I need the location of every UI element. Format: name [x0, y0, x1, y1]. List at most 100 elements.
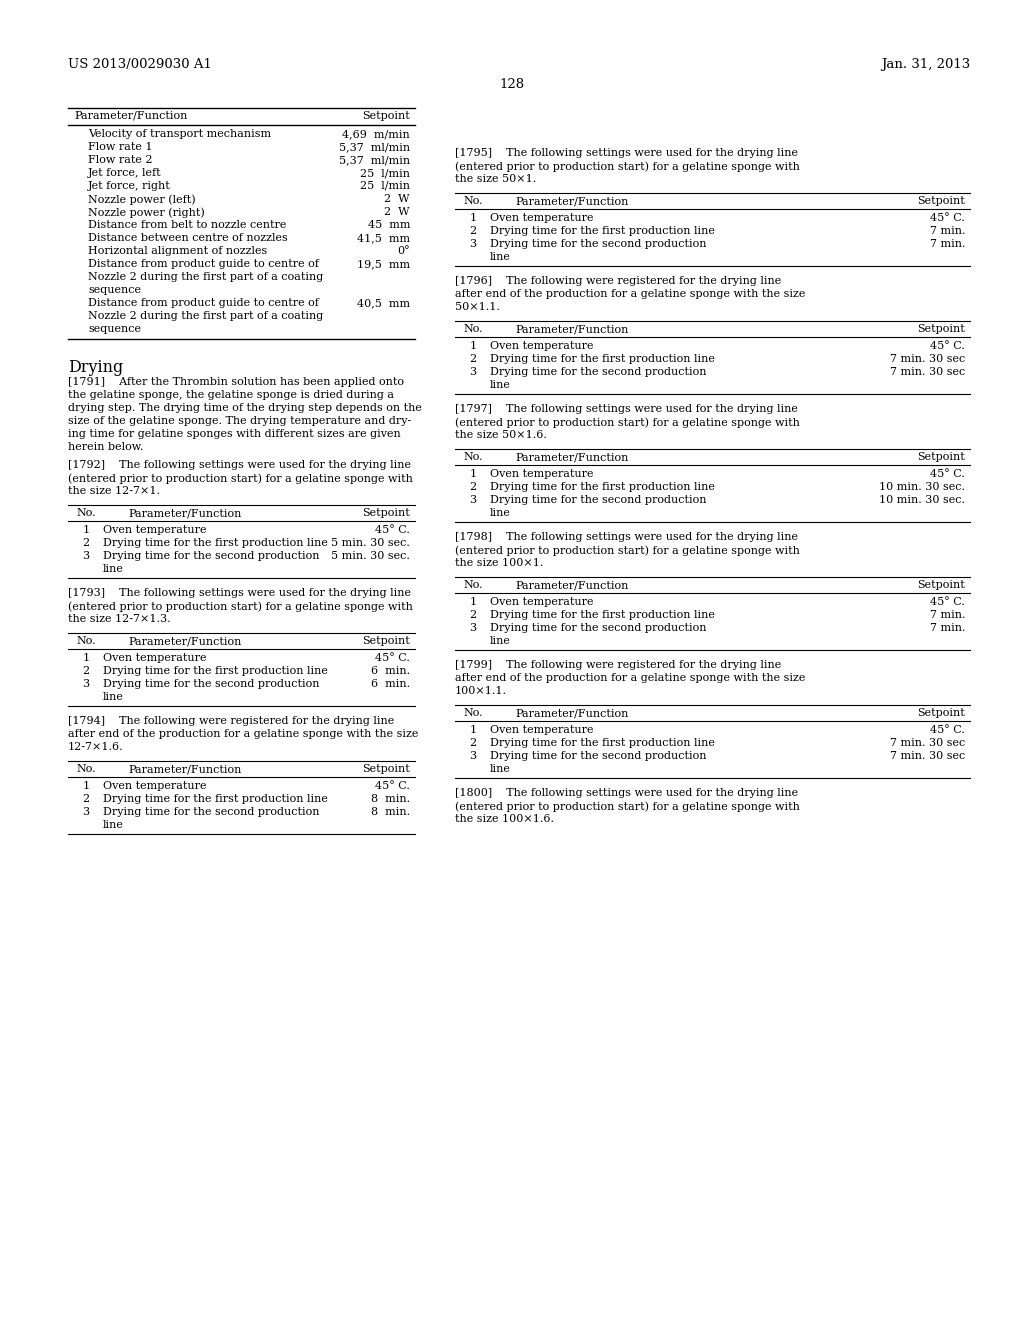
Text: 50×1.1.: 50×1.1. [455, 302, 500, 312]
Text: Nozzle power (left): Nozzle power (left) [88, 194, 196, 205]
Text: Setpoint: Setpoint [362, 636, 410, 645]
Text: line: line [490, 252, 511, 261]
Text: line: line [490, 380, 511, 389]
Text: Drying time for the second production: Drying time for the second production [490, 623, 707, 634]
Text: 3: 3 [83, 550, 89, 561]
Text: Drying time for the second production: Drying time for the second production [103, 550, 319, 561]
Text: 2: 2 [469, 610, 476, 620]
Text: 45° C.: 45° C. [930, 725, 965, 735]
Text: (entered prior to production start) for a gelatine sponge with: (entered prior to production start) for … [455, 545, 800, 556]
Text: Distance from product guide to centre of: Distance from product guide to centre of [88, 259, 318, 269]
Text: 2: 2 [83, 795, 89, 804]
Text: 6  min.: 6 min. [371, 667, 410, 676]
Text: 8  min.: 8 min. [371, 807, 410, 817]
Text: Nozzle 2 during the first part of a coating: Nozzle 2 during the first part of a coat… [88, 312, 324, 321]
Text: the size 12-7×1.: the size 12-7×1. [68, 486, 160, 496]
Text: 45° C.: 45° C. [930, 469, 965, 479]
Text: 3: 3 [469, 623, 476, 634]
Text: Jet force, left: Jet force, left [88, 168, 162, 178]
Text: Parameter/Function: Parameter/Function [128, 636, 242, 645]
Text: 7 min.: 7 min. [930, 610, 965, 620]
Text: Parameter/Function: Parameter/Function [128, 764, 242, 774]
Text: 19,5  mm: 19,5 mm [357, 259, 410, 269]
Text: Distance from product guide to centre of: Distance from product guide to centre of [88, 298, 318, 308]
Text: 2: 2 [83, 667, 89, 676]
Text: Setpoint: Setpoint [918, 195, 965, 206]
Text: No.: No. [76, 636, 96, 645]
Text: 0°: 0° [397, 246, 410, 256]
Text: 40,5  mm: 40,5 mm [357, 298, 410, 308]
Text: [1798]    The following settings were used for the drying line: [1798] The following settings were used … [455, 532, 798, 543]
Text: Parameter/Function: Parameter/Function [515, 323, 629, 334]
Text: (entered prior to production start) for a gelatine sponge with: (entered prior to production start) for … [455, 161, 800, 172]
Text: 12-7×1.6.: 12-7×1.6. [68, 742, 124, 752]
Text: Oven temperature: Oven temperature [490, 597, 594, 607]
Text: Oven temperature: Oven temperature [490, 213, 594, 223]
Text: 100×1.1.: 100×1.1. [455, 686, 507, 696]
Text: 3: 3 [83, 678, 89, 689]
Text: line: line [103, 820, 124, 830]
Text: Oven temperature: Oven temperature [490, 469, 594, 479]
Text: Oven temperature: Oven temperature [103, 781, 207, 791]
Text: the gelatine sponge, the gelatine sponge is dried during a: the gelatine sponge, the gelatine sponge… [68, 389, 394, 400]
Text: 5 min. 30 sec.: 5 min. 30 sec. [331, 550, 410, 561]
Text: (entered prior to production start) for a gelatine sponge with: (entered prior to production start) for … [68, 473, 413, 483]
Text: Drying time for the second production: Drying time for the second production [490, 751, 707, 762]
Text: after end of the production for a gelatine sponge with the size: after end of the production for a gelati… [455, 673, 805, 682]
Text: 1: 1 [469, 725, 476, 735]
Text: Drying time for the second production: Drying time for the second production [490, 495, 707, 506]
Text: line: line [103, 692, 124, 702]
Text: 3: 3 [469, 367, 476, 378]
Text: 5,37  ml/min: 5,37 ml/min [339, 154, 410, 165]
Text: Parameter/Function: Parameter/Function [515, 708, 629, 718]
Text: Nozzle power (right): Nozzle power (right) [88, 207, 205, 218]
Text: Jet force, right: Jet force, right [88, 181, 171, 191]
Text: 1: 1 [83, 781, 89, 791]
Text: line: line [490, 764, 511, 774]
Text: [1795]    The following settings were used for the drying line: [1795] The following settings were used … [455, 148, 798, 158]
Text: 5 min. 30 sec.: 5 min. 30 sec. [331, 539, 410, 548]
Text: 7 min. 30 sec: 7 min. 30 sec [890, 751, 965, 762]
Text: sequence: sequence [88, 285, 141, 294]
Text: Setpoint: Setpoint [918, 579, 965, 590]
Text: 2: 2 [469, 482, 476, 492]
Text: Flow rate 2: Flow rate 2 [88, 154, 153, 165]
Text: Drying time for the first production line: Drying time for the first production lin… [490, 610, 715, 620]
Text: the size 12-7×1.3.: the size 12-7×1.3. [68, 614, 171, 624]
Text: 45  mm: 45 mm [368, 220, 410, 230]
Text: 2: 2 [469, 226, 476, 236]
Text: the size 100×1.6.: the size 100×1.6. [455, 814, 554, 824]
Text: Drying time for the first production line: Drying time for the first production lin… [490, 482, 715, 492]
Text: 7 min.: 7 min. [930, 226, 965, 236]
Text: after end of the production for a gelatine sponge with the size: after end of the production for a gelati… [68, 729, 419, 739]
Text: 45° C.: 45° C. [930, 341, 965, 351]
Text: Setpoint: Setpoint [918, 323, 965, 334]
Text: Oven temperature: Oven temperature [103, 653, 207, 663]
Text: Setpoint: Setpoint [918, 708, 965, 718]
Text: [1794]    The following were registered for the drying line: [1794] The following were registered for… [68, 715, 394, 726]
Text: No.: No. [463, 579, 482, 590]
Text: 45° C.: 45° C. [930, 597, 965, 607]
Text: No.: No. [463, 323, 482, 334]
Text: Parameter/Function: Parameter/Function [515, 579, 629, 590]
Text: 1: 1 [469, 213, 476, 223]
Text: Flow rate 1: Flow rate 1 [88, 143, 153, 152]
Text: line: line [490, 508, 511, 517]
Text: 7 min. 30 sec: 7 min. 30 sec [890, 367, 965, 378]
Text: size of the gelatine sponge. The drying temperature and dry-: size of the gelatine sponge. The drying … [68, 416, 412, 426]
Text: 3: 3 [469, 495, 476, 506]
Text: Distance from belt to nozzle centre: Distance from belt to nozzle centre [88, 220, 287, 230]
Text: Drying: Drying [68, 359, 123, 376]
Text: the size 50×1.6.: the size 50×1.6. [455, 430, 547, 440]
Text: the size 50×1.: the size 50×1. [455, 174, 537, 183]
Text: the size 100×1.: the size 100×1. [455, 558, 544, 568]
Text: 7 min. 30 sec: 7 min. 30 sec [890, 738, 965, 748]
Text: 3: 3 [469, 751, 476, 762]
Text: 3: 3 [83, 807, 89, 817]
Text: No.: No. [463, 451, 482, 462]
Text: (entered prior to production start) for a gelatine sponge with: (entered prior to production start) for … [455, 801, 800, 812]
Text: 7 min.: 7 min. [930, 239, 965, 249]
Text: Drying time for the second production: Drying time for the second production [103, 807, 319, 817]
Text: (entered prior to production start) for a gelatine sponge with: (entered prior to production start) for … [455, 417, 800, 428]
Text: [1792]    The following settings were used for the drying line: [1792] The following settings were used … [68, 459, 411, 470]
